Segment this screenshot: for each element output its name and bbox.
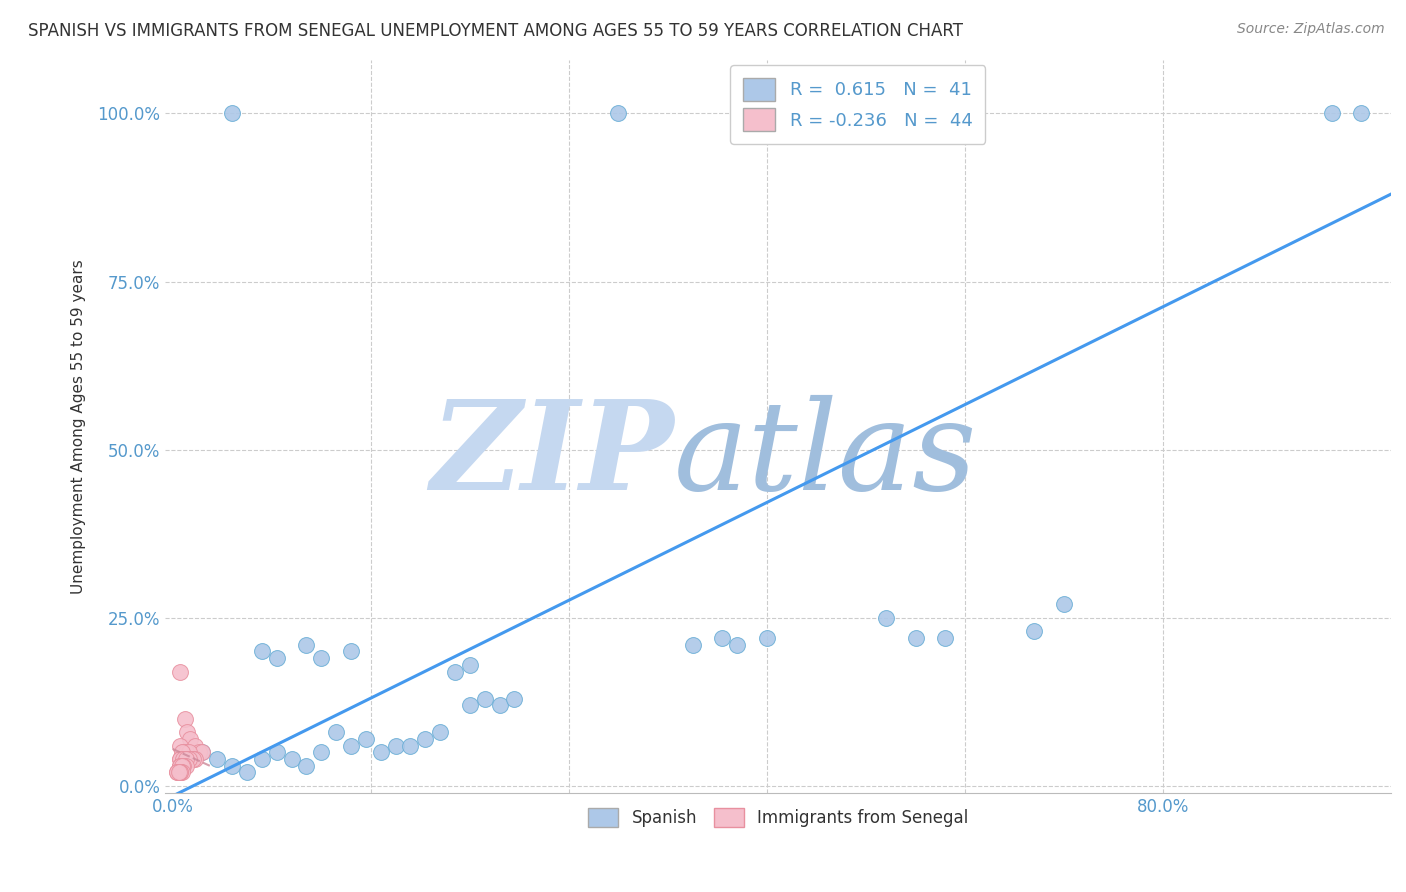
Point <box>205 752 228 766</box>
Point <box>183 752 205 766</box>
Point <box>170 758 193 772</box>
Point <box>172 758 194 772</box>
Point <box>266 745 288 759</box>
Point <box>174 752 197 766</box>
Point <box>176 752 198 766</box>
Point <box>174 745 197 759</box>
Point <box>172 758 194 772</box>
Point <box>167 765 190 780</box>
Point <box>191 745 214 759</box>
Point <box>188 745 211 759</box>
Point <box>458 698 481 713</box>
Point <box>1024 624 1046 639</box>
Point <box>1350 106 1372 120</box>
Point <box>755 631 778 645</box>
Point <box>607 106 630 120</box>
Text: SPANISH VS IMMIGRANTS FROM SENEGAL UNEMPLOYMENT AMONG AGES 55 TO 59 YEARS CORREL: SPANISH VS IMMIGRANTS FROM SENEGAL UNEMP… <box>28 22 963 40</box>
Point <box>295 638 318 652</box>
Point <box>176 725 198 739</box>
Point <box>904 631 927 645</box>
Point <box>174 758 197 772</box>
Point <box>179 752 201 766</box>
Point <box>325 725 347 739</box>
Point <box>169 765 191 780</box>
Y-axis label: Unemployment Among Ages 55 to 59 years: Unemployment Among Ages 55 to 59 years <box>72 259 86 593</box>
Point <box>354 731 377 746</box>
Point <box>221 106 243 120</box>
Point <box>711 631 734 645</box>
Point <box>169 739 191 753</box>
Legend: Spanish, Immigrants from Senegal: Spanish, Immigrants from Senegal <box>579 800 977 836</box>
Point <box>384 739 406 753</box>
Point <box>474 691 496 706</box>
Point <box>221 758 243 772</box>
Point <box>458 657 481 672</box>
Point <box>167 765 190 780</box>
Point <box>166 765 188 780</box>
Point <box>181 752 204 766</box>
Point <box>169 752 191 766</box>
Point <box>875 611 897 625</box>
Point <box>309 651 332 665</box>
Point <box>250 644 273 658</box>
Point <box>934 631 956 645</box>
Point <box>173 712 195 726</box>
Point <box>169 758 191 772</box>
Text: atlas: atlas <box>673 394 977 516</box>
Point <box>1320 106 1343 120</box>
Point <box>429 725 451 739</box>
Point <box>169 765 191 780</box>
Point <box>1053 598 1076 612</box>
Point <box>413 731 436 746</box>
Point <box>309 745 332 759</box>
Point <box>172 752 194 766</box>
Point <box>191 745 214 759</box>
Point <box>340 644 363 658</box>
Point <box>169 765 191 780</box>
Point <box>682 638 704 652</box>
Point <box>340 739 363 753</box>
Point <box>166 765 188 780</box>
Point <box>177 752 200 766</box>
Point <box>503 691 526 706</box>
Point <box>177 745 200 759</box>
Point <box>169 758 191 772</box>
Point <box>170 745 193 759</box>
Point <box>169 752 191 766</box>
Point <box>169 758 191 772</box>
Point <box>266 651 288 665</box>
Point <box>250 752 273 766</box>
Text: ZIP: ZIP <box>430 394 673 516</box>
Point <box>399 739 422 753</box>
Point <box>488 698 510 713</box>
Point <box>169 765 191 780</box>
Point <box>725 638 748 652</box>
Point <box>172 745 194 759</box>
Point <box>174 752 197 766</box>
Point <box>236 765 259 780</box>
Point <box>170 758 193 772</box>
Point <box>295 758 318 772</box>
Point <box>167 765 190 780</box>
Point <box>172 752 194 766</box>
Point <box>169 665 191 679</box>
Point <box>280 752 302 766</box>
Point <box>444 665 467 679</box>
Point <box>184 752 207 766</box>
Point <box>370 745 392 759</box>
Point <box>170 765 193 780</box>
Text: Source: ZipAtlas.com: Source: ZipAtlas.com <box>1237 22 1385 37</box>
Point <box>167 765 190 780</box>
Point <box>179 731 201 746</box>
Point <box>184 739 207 753</box>
Point <box>173 752 195 766</box>
